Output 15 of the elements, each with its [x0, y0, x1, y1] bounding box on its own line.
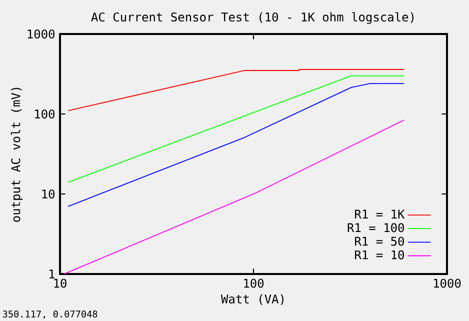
y-axis-title: output AC volt (mV) [10, 88, 23, 222]
x-tick-label: 100 [244, 278, 264, 288]
y-tick-label: 100 [35, 109, 55, 119]
text: 350.117, 0.077048 [2, 310, 98, 319]
y-tick-label: 10 [42, 189, 55, 199]
legend-label: R1 = 10 [355, 250, 404, 260]
legend-label: R1 = 50 [355, 236, 404, 246]
legend-label: R1 = 1K [355, 210, 405, 218]
x-tick-label: 1000 [434, 278, 461, 288]
y-tick-label: 1 [50, 270, 54, 278]
y-tick-label: 1000 [28, 29, 55, 39]
legend-label: R1 = 100 [348, 223, 404, 232]
x-axis-title: Watt (VA) [220, 294, 284, 305]
chart-title: AC Current Sensor Test (10 - 1K ohm logscale) [91, 12, 414, 24]
x-tick-label: 10 [54, 278, 66, 288]
